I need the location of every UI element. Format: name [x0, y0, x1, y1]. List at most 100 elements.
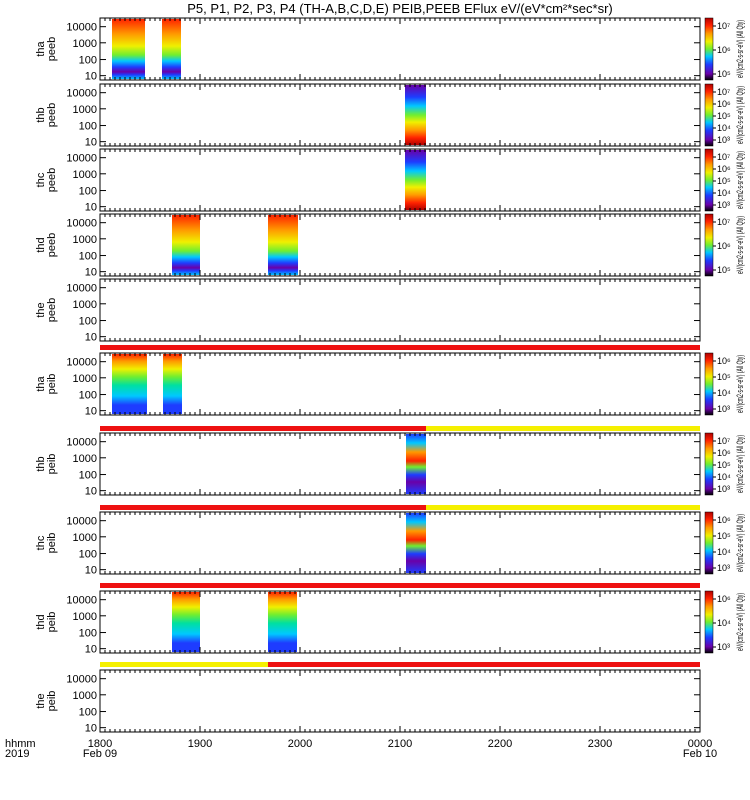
x-tick-label: 2300 — [588, 738, 612, 750]
x-tick-label: 1800 — [88, 738, 112, 750]
y-tick-label: 10 — [85, 71, 97, 83]
colorbar-label: eV/(cm2-s-sr-eV) (All Qty) — [735, 86, 745, 144]
panel-species-label: peib — [46, 691, 58, 712]
y-tick-label: 1000 — [73, 234, 97, 246]
colorbar-tick-label: 10⁷ — [717, 21, 730, 31]
mode-bar-yellow — [100, 662, 268, 667]
spectrogram-segment — [163, 354, 182, 414]
colorbar-tick-label: 10³ — [717, 484, 730, 494]
colorbar-tick-label: 10⁵ — [717, 111, 731, 121]
panel-thc-peeb: 10000 1000 100 10 thc peeb 10⁷ 10⁶ 10⁵ 10⁴ 10³ eV/(… — [35, 148, 745, 214]
panel-probe-label: thd — [35, 237, 47, 252]
panel-the-peeb: 10000 1000 100 10 the peeb — [35, 278, 701, 350]
x-tick-label: 1900 — [188, 738, 212, 750]
y-tick-label: 1000 — [73, 453, 97, 465]
y-tick-label: 10 — [85, 202, 97, 214]
colorbar-tick-label: 10⁴ — [717, 388, 731, 398]
spectrogram-segment — [172, 215, 200, 275]
y-tick-label: 10 — [85, 486, 97, 498]
y-tick-label: 100 — [79, 549, 97, 561]
y-tick-label: 10000 — [66, 153, 97, 165]
y-tick-label: 10000 — [66, 437, 97, 449]
colorbar-tick-label: 10⁶ — [717, 448, 731, 458]
colorbar-tick-label: 10⁵ — [717, 176, 731, 186]
colorbar — [704, 213, 714, 277]
mode-bar-yellow — [426, 426, 700, 431]
colorbar-tick-label: 10⁶ — [717, 164, 731, 174]
colorbar — [704, 148, 714, 212]
panel-thb-peib: 10000 1000 100 10 thb peib 10⁷ 10⁶ 10⁵ 10⁴ 10³ eV/(… — [35, 432, 745, 510]
x-tick-label: 2100 — [388, 738, 412, 750]
spectrogram-segment — [405, 85, 426, 145]
x-tick-label: 0000 — [688, 738, 712, 750]
colorbar-tick-label: 10⁴ — [717, 123, 731, 133]
panel-species-label: peeb — [46, 233, 58, 257]
panel-frame — [99, 83, 701, 147]
colorbar-tick-label: 10⁶ — [717, 356, 731, 366]
colorbar-label: eV/(cm2-s-sr-eV) (All Qty) — [735, 216, 745, 274]
spectrogram-segment — [406, 434, 426, 494]
colorbar-tick-label: 10⁷ — [717, 436, 730, 446]
x-tick-label: 2200 — [488, 738, 512, 750]
panel-species-label: peeb — [46, 298, 58, 322]
y-tick-label: 100 — [79, 628, 97, 640]
panel-species-label: peib — [46, 533, 58, 554]
panel-probe-label: thc — [35, 172, 47, 187]
panel-probe-label: the — [35, 302, 47, 317]
y-tick-label: 10 — [85, 137, 97, 149]
spectrogram-segment — [172, 592, 200, 652]
y-tick-label: 1000 — [73, 104, 97, 116]
panel-species-label: peib — [46, 612, 58, 633]
colorbar-tick-label: 10⁴ — [717, 618, 731, 628]
colorbar-tick-label: 10⁴ — [717, 188, 731, 198]
colorbar-tick-label: 10³ — [717, 563, 730, 573]
x-axis-sublabel: 2019 — [5, 748, 29, 760]
colorbar-label: eV/(cm2-s-sr-eV) (All Qty) — [735, 20, 745, 78]
panel-species-label: peib — [46, 374, 58, 395]
colorbar-tick-label: 10⁷ — [717, 217, 730, 227]
x-axis-label: hhmm — [5, 738, 36, 750]
colorbar-tick-label: 10³ — [717, 200, 730, 210]
panel-frame — [99, 278, 701, 342]
mode-bar-red — [100, 426, 426, 431]
y-tick-label: 100 — [79, 390, 97, 402]
colorbar — [704, 352, 714, 416]
colorbar-label: eV/(cm2-s-sr-eV) (All Qty) — [735, 593, 745, 651]
panel-frame — [99, 17, 701, 81]
spectrogram-segment — [268, 592, 297, 652]
colorbar-tick-label: 10⁶ — [717, 241, 731, 251]
colorbar-tick-label: 10⁵ — [717, 265, 731, 275]
y-tick-label: 1000 — [73, 611, 97, 623]
panel-tha-peib: 10000 1000 100 10 tha peib 10⁶ 10⁵ 10⁴ 10³ eV/(cm2… — [35, 352, 745, 431]
y-tick-label: 100 — [79, 251, 97, 263]
panel-tha-peeb: 10000 1000 100 10 tha peeb 10⁷ 10⁶ 10⁵ eV/(cm2-s-… — [35, 17, 745, 83]
panel-species-label: peeb — [46, 103, 58, 127]
panel-species-label: peeb — [46, 168, 58, 192]
panel-frame — [99, 432, 701, 496]
colorbar-tick-label: 10⁶ — [717, 594, 731, 604]
colorbar — [704, 83, 714, 147]
mode-bar-red — [100, 583, 700, 588]
colorbar-label: eV/(cm2-s-sr-eV) (All Qty) — [735, 435, 745, 493]
panel-probe-label: thd — [35, 614, 47, 629]
colorbar-tick-label: 10⁴ — [717, 472, 731, 482]
y-tick-label: 100 — [79, 121, 97, 133]
mode-bar-red — [100, 505, 426, 510]
colorbar-label: eV/(cm2-s-sr-eV) (All Qty) — [735, 355, 745, 413]
y-tick-label: 1000 — [73, 373, 97, 385]
y-tick-label: 100 — [79, 186, 97, 198]
colorbar-label: eV/(cm2-s-sr-eV) (All Qty) — [735, 514, 745, 572]
y-tick-label: 100 — [79, 316, 97, 328]
spectrogram-segment — [112, 354, 147, 414]
mode-bar-yellow — [426, 505, 700, 510]
colorbar-tick-label: 10³ — [717, 642, 730, 652]
colorbar-tick-label: 10⁴ — [717, 547, 731, 557]
panel-thd-peeb: 10000 1000 100 10 thd peeb 10⁷ 10⁶ 10⁵ eV/(cm2-s-… — [35, 213, 745, 279]
panel-species-label: peeb — [46, 37, 58, 61]
y-tick-label: 10 — [85, 332, 97, 344]
panel-thd-peib: 10000 1000 100 10 thd peib 10⁶ 10⁴ 10³ eV/(cm2-s-… — [35, 590, 745, 667]
panel-probe-label: tha — [35, 375, 47, 391]
panel-probe-label: the — [35, 693, 47, 708]
colorbar — [704, 432, 714, 496]
